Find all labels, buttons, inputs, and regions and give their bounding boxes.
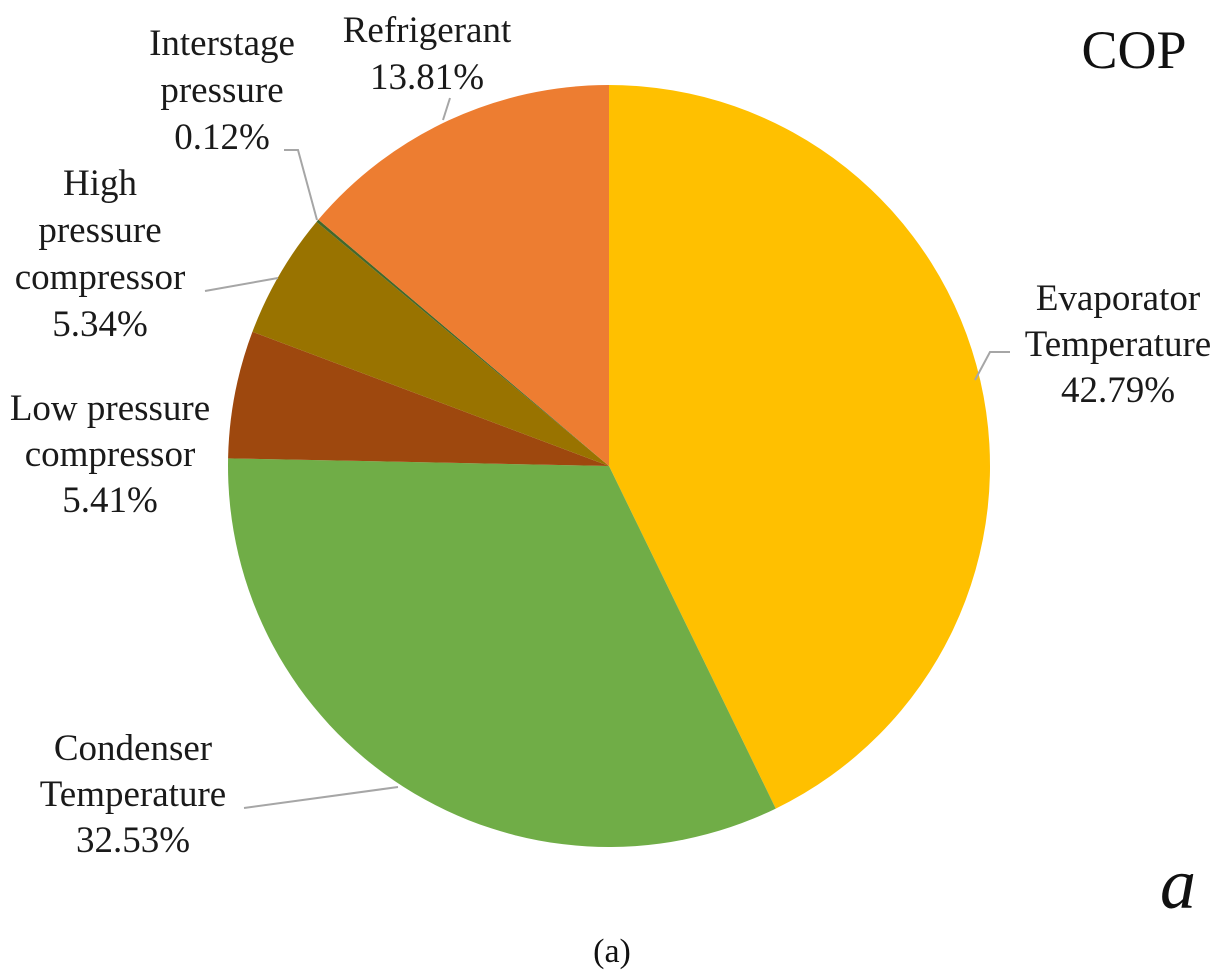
- slice-name-line: Evaporator: [1036, 278, 1200, 319]
- slice-name-line: pressure: [160, 70, 283, 111]
- slice-name-line: pressure: [38, 210, 161, 251]
- panel-label: a: [1160, 844, 1196, 924]
- pie-slice-evaporator-temperature: [609, 84, 991, 809]
- chart-title: COP: [1081, 20, 1186, 80]
- pie-slices: [228, 84, 991, 848]
- figure-caption: (a): [593, 933, 631, 970]
- slice-name-line: Temperature: [40, 774, 226, 815]
- slice-label-condenser-temperature: Condenser Temperature 32.53%: [40, 728, 226, 861]
- slice-name-line: Refrigerant: [343, 10, 512, 51]
- slice-name-line: Condenser: [54, 728, 212, 769]
- slice-label-interstage-pressure: Interstage pressure 0.12%: [149, 23, 295, 158]
- leader-line-evaporator-temperature: [974, 351, 1010, 381]
- slice-label-evaporator-temperature: Evaporator Temperature 42.79%: [1025, 278, 1211, 411]
- leader-line-interstage-pressure: [284, 149, 318, 221]
- slice-value-label: 5.41%: [62, 480, 158, 521]
- pie-slice-interstage-pressure: [316, 219, 609, 466]
- pie-slice-high-pressure-compressor: [252, 221, 609, 466]
- slice-value-label: 13.81%: [370, 57, 484, 98]
- pie-slice-refrigerant: [318, 85, 609, 466]
- slice-label-low-pressure-compressor: Low pressure compressor 5.41%: [10, 388, 210, 521]
- slice-name-line: compressor: [15, 257, 186, 298]
- pie-slice-low-pressure-compressor: [228, 331, 609, 466]
- slice-name-line: High: [63, 163, 138, 204]
- slice-value-label: 5.34%: [52, 304, 148, 345]
- leader-line-high-pressure-compressor: [204, 277, 279, 292]
- leader-lines: [204, 97, 1010, 809]
- pie-slice-condenser-temperature: [228, 458, 776, 848]
- slice-name-line: compressor: [25, 434, 196, 475]
- slice-name-line: Temperature: [1025, 324, 1211, 365]
- slice-value-label: 42.79%: [1061, 370, 1175, 411]
- leader-line-refrigerant: [442, 97, 451, 121]
- slice-name-line: Interstage: [149, 23, 295, 64]
- slice-labels: Evaporator Temperature 42.79% Condenser Temp…: [10, 10, 1211, 861]
- slice-name-line: Low pressure: [10, 388, 210, 429]
- slice-label-refrigerant: Refrigerant 13.81%: [343, 10, 512, 98]
- slice-label-high-pressure-compressor: High pressure compressor 5.34%: [15, 163, 186, 345]
- slice-value-label: 32.53%: [76, 820, 190, 861]
- slice-value-label: 0.12%: [174, 117, 270, 158]
- leader-line-condenser-temperature: [243, 786, 399, 809]
